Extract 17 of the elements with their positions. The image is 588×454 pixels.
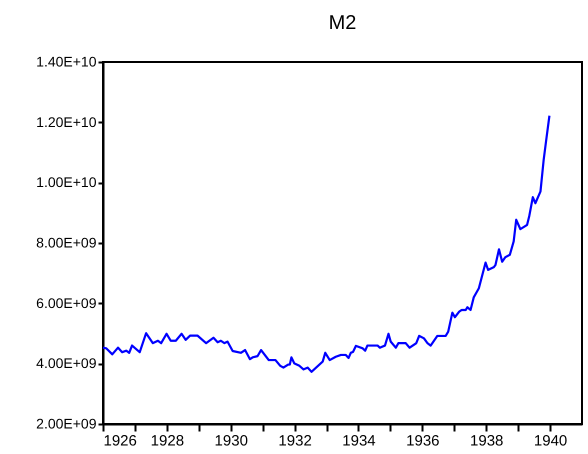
x-tick-label: 1926 bbox=[104, 432, 137, 450]
x-tick-label: 1930 bbox=[214, 432, 248, 450]
y-tick-label: 2.00E+09 bbox=[36, 416, 97, 432]
y-tick-label: 1.20E+10 bbox=[36, 114, 97, 130]
line-series bbox=[102, 114, 551, 373]
y-tick-label: 4.00E+09 bbox=[36, 355, 97, 372]
chart-title: M2 bbox=[328, 12, 356, 34]
y-tick-label: 8.00E+09 bbox=[36, 234, 97, 250]
y-tick-label: 1.40E+10 bbox=[36, 54, 97, 70]
x-tick-label: 1934 bbox=[342, 432, 376, 450]
x-tick-label: 1928 bbox=[150, 432, 184, 450]
y-tick-label: 6.00E+09 bbox=[36, 294, 97, 311]
x-tick-label: 1936 bbox=[406, 432, 440, 450]
y-tick-label: 1.00E+10 bbox=[36, 174, 97, 190]
x-tick-label: 1940 bbox=[534, 432, 568, 450]
x-tick-label: 1938 bbox=[470, 432, 504, 450]
x-tick-label: 1932 bbox=[278, 432, 312, 450]
